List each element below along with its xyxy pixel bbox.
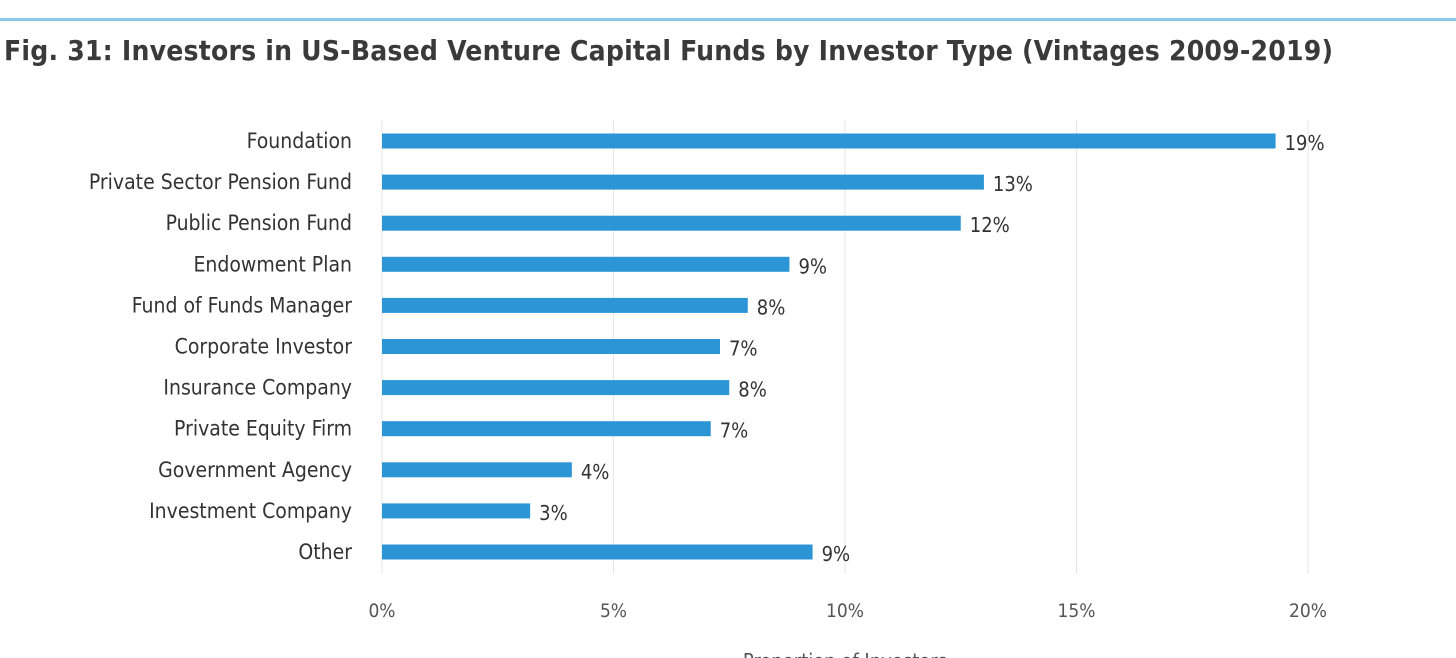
bar	[382, 339, 720, 354]
bar	[382, 174, 984, 190]
category-labels: Foundation Private Sector Pension Fund Pub…	[89, 129, 352, 564]
bar	[382, 421, 711, 437]
bar	[382, 215, 961, 231]
data-labels: 19% 13% 12% 9% 8% 7% 8% 7% 4% 3% 9%	[539, 131, 1324, 566]
category-label: Fund of Funds Manager	[132, 293, 352, 317]
x-axis-title: Proportion of Investors	[743, 649, 947, 658]
data-label: 3%	[539, 501, 568, 525]
x-tick-label: 0%	[368, 600, 395, 622]
category-label: Private Equity Firm	[174, 417, 352, 441]
category-label: Foundation	[247, 129, 352, 153]
data-label: 9%	[798, 254, 827, 278]
data-label: 8%	[738, 378, 767, 402]
bars	[382, 133, 1276, 560]
x-axis-ticks: 0% 5% 10% 15% 20%	[368, 600, 1327, 622]
category-label: Private Sector Pension Fund	[89, 170, 352, 194]
category-label: Other	[298, 540, 352, 564]
category-label: Government Agency	[158, 458, 352, 482]
data-label: 7%	[729, 337, 758, 361]
bar	[382, 256, 790, 272]
data-label: 19%	[1285, 131, 1325, 155]
x-tick-label: 10%	[826, 600, 864, 622]
bar	[382, 297, 748, 313]
data-label: 9%	[822, 542, 851, 566]
data-label: 4%	[581, 460, 610, 484]
x-tick-label: 5%	[600, 600, 627, 622]
bar	[382, 544, 813, 560]
category-label: Investment Company	[149, 499, 352, 523]
data-label: 13%	[993, 172, 1033, 196]
data-label: 7%	[720, 419, 749, 443]
figure-title: Fig. 31: Investors in US-Based Venture C…	[4, 34, 1334, 67]
category-label: Corporate Investor	[175, 335, 353, 359]
category-label: Endowment Plan	[193, 252, 352, 276]
top-rule	[0, 18, 1456, 21]
data-label: 12%	[970, 213, 1010, 237]
bar	[382, 133, 1276, 149]
category-label: Public Pension Fund	[166, 211, 352, 235]
data-label: 8%	[757, 295, 786, 319]
x-tick-label: 15%	[1058, 600, 1096, 622]
bar	[382, 503, 531, 519]
category-label: Insurance Company	[163, 376, 352, 400]
bar	[382, 380, 730, 396]
bar	[382, 462, 572, 478]
x-tick-label: 20%	[1289, 600, 1327, 622]
